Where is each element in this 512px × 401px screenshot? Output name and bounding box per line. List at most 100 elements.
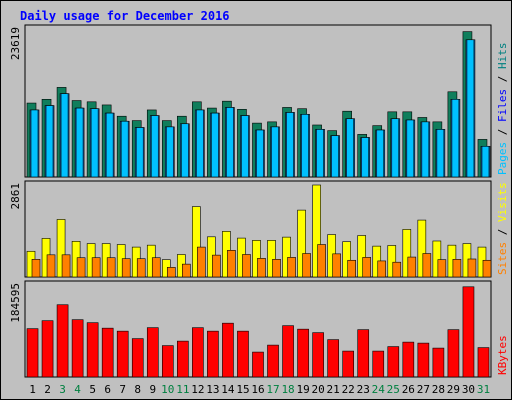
bar-kbytes-day-15 <box>237 330 249 378</box>
bar-pages-day-18 <box>286 112 294 178</box>
day-label-12: 12 <box>191 383 204 396</box>
bar-kbytes-day-27 <box>417 342 430 378</box>
bar-pages-day-16 <box>256 129 264 178</box>
bar-pages-day-22 <box>346 118 354 178</box>
bar-kbytes-day-7 <box>116 330 129 378</box>
bar-kbytes-day-1 <box>26 328 39 378</box>
bar-sites-day-14 <box>227 250 236 278</box>
bar-visits-day-12 <box>192 206 201 278</box>
bar-visits-day-20 <box>312 184 321 278</box>
day-label-10: 10 <box>161 383 174 396</box>
day-label-19: 19 <box>296 383 309 396</box>
bar-kbytes-day-29 <box>447 329 460 378</box>
bar-sites-day-3 <box>61 254 71 278</box>
bar-visits-day-27 <box>417 219 427 278</box>
bar-visits-day-19 <box>297 209 306 278</box>
day-label-6: 6 <box>104 383 111 396</box>
bar-sites-day-18 <box>287 257 296 278</box>
bar-visits-day-23 <box>357 235 367 278</box>
bar-sites-day-8 <box>136 258 146 278</box>
bar-pages-day-10 <box>165 126 174 178</box>
bar-sites-day-21 <box>332 253 341 278</box>
bar-sites-day-13 <box>212 254 221 278</box>
bar-kbytes-day-30 <box>462 286 475 378</box>
bar-kbytes-day-17 <box>267 344 279 378</box>
bar-pages-day-24 <box>376 129 385 178</box>
day-label-4: 4 <box>74 383 81 396</box>
bar-kbytes-day-16 <box>252 351 264 378</box>
panel-legend-label: Pages / Files / Hits <box>496 43 509 176</box>
bar-pages-day-9 <box>150 115 159 178</box>
bar-sites-day-22 <box>347 259 356 278</box>
bar-kbytes-day-19 <box>297 328 309 378</box>
day-label-24: 24 <box>372 383 386 396</box>
bar-pages-day-12 <box>196 109 204 178</box>
day-label-29: 29 <box>447 383 460 396</box>
legend-part: / <box>496 69 509 89</box>
bar-visits-day-17 <box>267 240 276 278</box>
bar-sites-day-30 <box>467 258 477 278</box>
bar-sites-day-10 <box>166 267 176 278</box>
bar-sites-day-20 <box>317 244 326 278</box>
day-label-26: 26 <box>402 383 415 396</box>
bar-kbytes-day-25 <box>387 346 400 378</box>
day-label-17: 17 <box>266 383 279 396</box>
bar-sites-day-15 <box>242 254 251 278</box>
bar-pages-day-21 <box>331 135 339 178</box>
bar-visits-day-26 <box>402 229 412 278</box>
bar-sites-day-4 <box>76 257 86 278</box>
day-label-21: 21 <box>327 383 340 396</box>
bar-kbytes-day-24 <box>372 350 385 378</box>
day-label-16: 16 <box>251 383 264 396</box>
legend-part: Visits <box>496 182 509 222</box>
bar-sites-day-2 <box>46 254 56 278</box>
bar-pages-day-3 <box>60 93 69 178</box>
bar-kbytes-day-18 <box>282 325 294 378</box>
bar-pages-day-14 <box>226 107 234 178</box>
bar-sites-day-24 <box>377 260 387 278</box>
bar-sites-day-28 <box>437 259 447 278</box>
legend-part: KBytes <box>496 335 509 375</box>
bar-sites-day-23 <box>362 257 372 278</box>
bar-sites-day-6 <box>106 257 116 278</box>
bar-pages-day-30 <box>466 39 475 178</box>
bar-pages-day-23 <box>361 137 370 178</box>
day-label-5: 5 <box>89 383 96 396</box>
bar-sites-day-5 <box>91 257 101 278</box>
bar-sites-day-17 <box>272 259 281 278</box>
day-label-18: 18 <box>281 383 294 396</box>
bar-kbytes-day-22 <box>342 350 355 378</box>
day-label-2: 2 <box>44 383 51 396</box>
bar-pages-day-8 <box>135 127 144 178</box>
bar-pages-day-29 <box>451 98 460 178</box>
bar-kbytes-day-4 <box>71 319 84 378</box>
bar-sites-day-16 <box>257 258 266 278</box>
day-label-8: 8 <box>134 383 141 396</box>
bar-sites-day-12 <box>197 246 206 278</box>
bar-pages-day-28 <box>436 129 445 178</box>
bar-kbytes-day-10 <box>161 345 174 378</box>
bar-pages-day-20 <box>316 129 324 178</box>
bar-kbytes-day-13 <box>207 330 219 378</box>
bar-kbytes-day-26 <box>402 341 415 378</box>
bar-visits-day-18 <box>282 236 291 278</box>
bar-visits-day-25 <box>387 245 397 278</box>
bar-pages-day-1 <box>30 109 39 178</box>
bar-sites-day-9 <box>151 257 161 278</box>
bar-kbytes-day-3 <box>56 304 69 378</box>
bar-pages-day-25 <box>391 118 400 178</box>
bar-sites-day-29 <box>452 259 462 278</box>
legend-part: / <box>496 222 509 242</box>
day-label-28: 28 <box>432 383 445 396</box>
bar-kbytes-day-8 <box>131 338 144 378</box>
bar-kbytes-day-2 <box>41 320 54 378</box>
bar-kbytes-day-5 <box>86 322 99 378</box>
legend-part: Sites <box>496 242 509 275</box>
bar-pages-day-6 <box>105 112 114 178</box>
day-label-14: 14 <box>221 383 235 396</box>
bar-pages-day-4 <box>75 107 84 178</box>
day-label-11: 11 <box>176 383 189 396</box>
bar-sites-day-19 <box>302 253 311 278</box>
